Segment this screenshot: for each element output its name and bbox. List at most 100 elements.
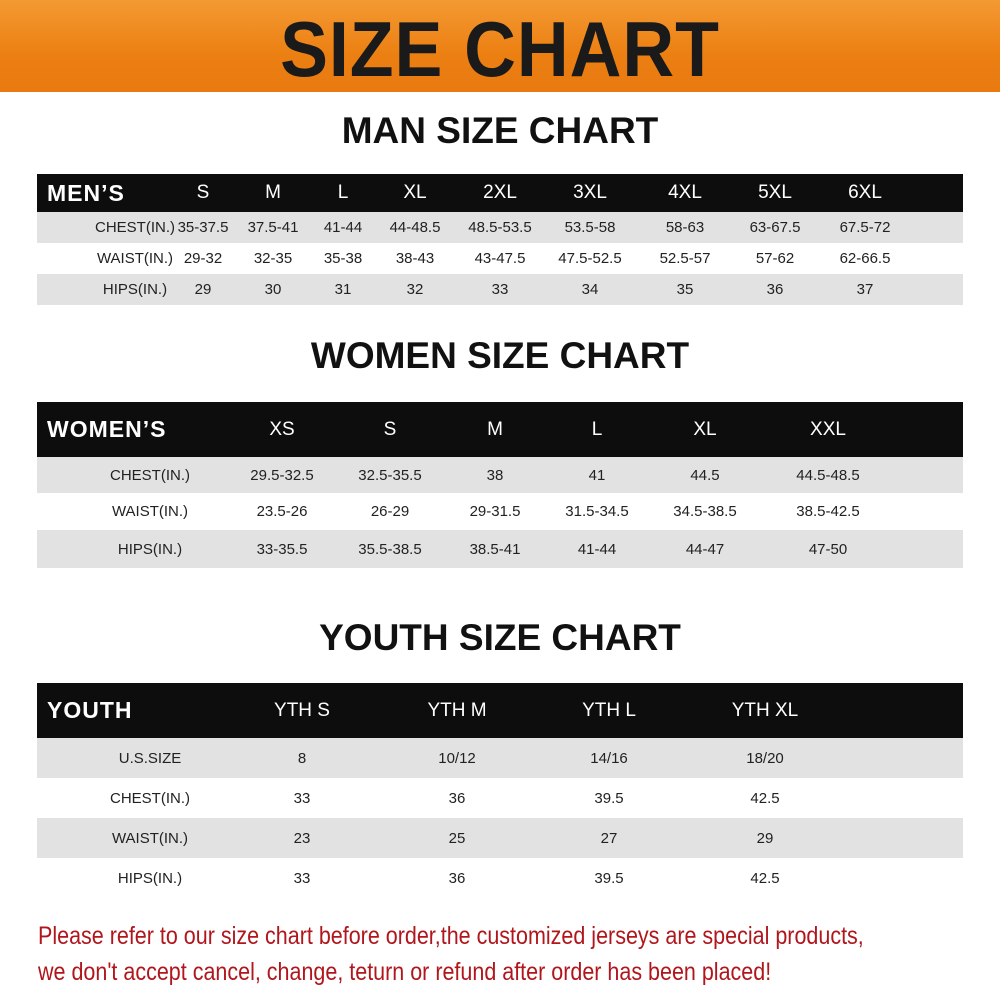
table-cell: 33-35.5 — [256, 540, 308, 558]
size-header: M — [487, 418, 503, 440]
size-header: YTH S — [274, 699, 330, 721]
size-header: YTH M — [427, 699, 487, 721]
size-header: XS — [269, 418, 295, 440]
table-cell: 27 — [600, 829, 618, 847]
table-row: WAIST(IN.) 23.5-26 26-29 29-31.5 31.5-34.5 34… — [37, 493, 963, 530]
notice-line-1: Please refer to our size chart before or… — [38, 922, 864, 950]
table-cell: 30 — [264, 281, 282, 298]
measure-label: U.S.SIZE — [118, 749, 182, 767]
order-notice: Please refer to our size chart before or… — [38, 918, 1000, 990]
measure-label: WAIST(IN.) — [111, 829, 189, 847]
table-title-cell: MEN’S — [47, 179, 125, 206]
size-header: 5XL — [758, 182, 792, 203]
youth-section-title: YOUTH SIZE CHART — [319, 617, 681, 658]
table-row: WAIST(IN.) 29-32 32-35 35-38 38-43 43-47.5 47.… — [37, 243, 963, 274]
size-header: XL — [693, 418, 717, 440]
table-cell: 38.5-41 — [469, 540, 521, 558]
size-header: XL — [403, 182, 427, 203]
table-cell: 37 — [856, 281, 874, 298]
table-row: CHEST(IN.) 33 36 39.5 42.5 — [37, 778, 963, 818]
table-cell: 23.5-26 — [256, 503, 308, 520]
table-cell: 38-43 — [395, 250, 435, 267]
measure-label: HIPS(IN.) — [117, 869, 183, 887]
table-cell: 41-44 — [323, 219, 363, 236]
size-header: M — [265, 182, 281, 203]
size-header: 3XL — [573, 182, 607, 203]
table-cell: 29.5-32.5 — [250, 466, 314, 484]
size-header: L — [337, 182, 349, 203]
table-cell: 29-31.5 — [469, 503, 521, 520]
table-cell: 14/16 — [590, 749, 628, 767]
size-header: S — [383, 418, 397, 440]
table-cell: 35-37.5 — [177, 219, 229, 236]
measure-label: HIPS(IN.) — [117, 540, 183, 558]
table-cell: 26-29 — [370, 503, 410, 520]
table-cell: 34 — [581, 281, 599, 298]
table-cell: 34.5-38.5 — [673, 503, 737, 520]
size-header: YTH XL — [731, 699, 799, 721]
table-cell: 42.5 — [750, 789, 780, 807]
table-cell: 33 — [491, 281, 509, 298]
table-cell: 18/20 — [746, 749, 784, 767]
table-row: HIPS(IN.) 33 36 39.5 42.5 — [37, 858, 963, 898]
size-header: YTH L — [582, 699, 636, 721]
table-cell: 67.5-72 — [839, 219, 891, 236]
table-cell: 33 — [293, 869, 311, 887]
table-cell: 35.5-38.5 — [358, 540, 422, 558]
table-cell: 36 — [766, 281, 784, 298]
table-row: CHEST(IN.) 29.5-32.5 32.5-35.5 38 41 44.5 44.5… — [37, 457, 963, 493]
table-title-cell: WOMEN’S — [47, 416, 167, 442]
women-section-title: WOMEN SIZE CHART — [310, 335, 690, 376]
table-cell: 35-38 — [323, 250, 363, 267]
table-cell: 58-63 — [665, 219, 705, 236]
table-row: HIPS(IN.) 33-35.5 35.5-38.5 38.5-41 41-44 44-… — [37, 530, 963, 568]
table-cell: 32.5-35.5 — [358, 466, 422, 484]
title-banner: SIZE CHART — [0, 0, 1000, 93]
men-section-title: MAN SIZE CHART — [341, 110, 659, 151]
table-cell: 31.5-34.5 — [565, 503, 629, 520]
measure-label: CHEST(IN.) — [95, 219, 175, 236]
table-row: WAIST(IN.) 23 25 27 29 — [37, 818, 963, 858]
table-cell: 44-48.5 — [389, 219, 441, 236]
table-cell: 32 — [406, 281, 424, 298]
measure-label: WAIST(IN.) — [96, 250, 174, 267]
table-cell: 57-62 — [755, 250, 795, 267]
table-cell: 44.5 — [690, 466, 720, 484]
size-header: 6XL — [848, 182, 882, 203]
table-cell: 33 — [293, 789, 311, 807]
table-cell: 37.5-41 — [247, 219, 299, 236]
table-cell: 41 — [588, 466, 606, 484]
measure-label: HIPS(IN.) — [102, 281, 168, 298]
table-header-row: MEN’S S M L XL 2XL 3XL 4XL 5XL 6XL — [37, 174, 963, 212]
size-header: 2XL — [483, 182, 517, 203]
table-title-cell: YOUTH — [47, 697, 133, 723]
table-cell: 32-35 — [253, 250, 293, 267]
measure-label: CHEST(IN.) — [110, 466, 190, 484]
table-cell: 25 — [448, 829, 466, 847]
notice-line-2: we don't accept cancel, change, teturn o… — [38, 958, 772, 986]
table-cell: 42.5 — [750, 869, 780, 887]
table-row: HIPS(IN.) 29 30 31 32 33 34 35 36 37 — [37, 274, 963, 305]
table-cell: 52.5-57 — [659, 250, 711, 267]
table-cell: 29-32 — [183, 250, 223, 267]
table-header-row: YOUTH YTH S YTH M YTH L YTH XL — [37, 683, 963, 738]
table-cell: 48.5-53.5 — [468, 219, 532, 236]
table-cell: 43-47.5 — [474, 250, 526, 267]
measure-label: CHEST(IN.) — [110, 789, 190, 807]
table-row: CHEST(IN.) 35-37.5 37.5-41 41-44 44-48.5 48.5… — [37, 212, 963, 243]
table-cell: 29 — [194, 281, 212, 298]
table-cell: 44.5-48.5 — [796, 466, 860, 484]
size-header: XXL — [810, 418, 846, 440]
table-cell: 38 — [486, 466, 504, 484]
table-cell: 44-47 — [685, 540, 725, 558]
table-cell: 31 — [334, 281, 352, 298]
table-cell: 36 — [448, 789, 466, 807]
table-cell: 47.5-52.5 — [558, 250, 622, 267]
table-cell: 39.5 — [594, 789, 624, 807]
size-header: 4XL — [668, 182, 702, 203]
table-cell: 63-67.5 — [749, 219, 801, 236]
page-title: SIZE CHART — [280, 5, 720, 93]
table-cell: 23 — [293, 829, 311, 847]
table-cell: 39.5 — [594, 869, 624, 887]
table-cell: 41-44 — [577, 540, 617, 558]
